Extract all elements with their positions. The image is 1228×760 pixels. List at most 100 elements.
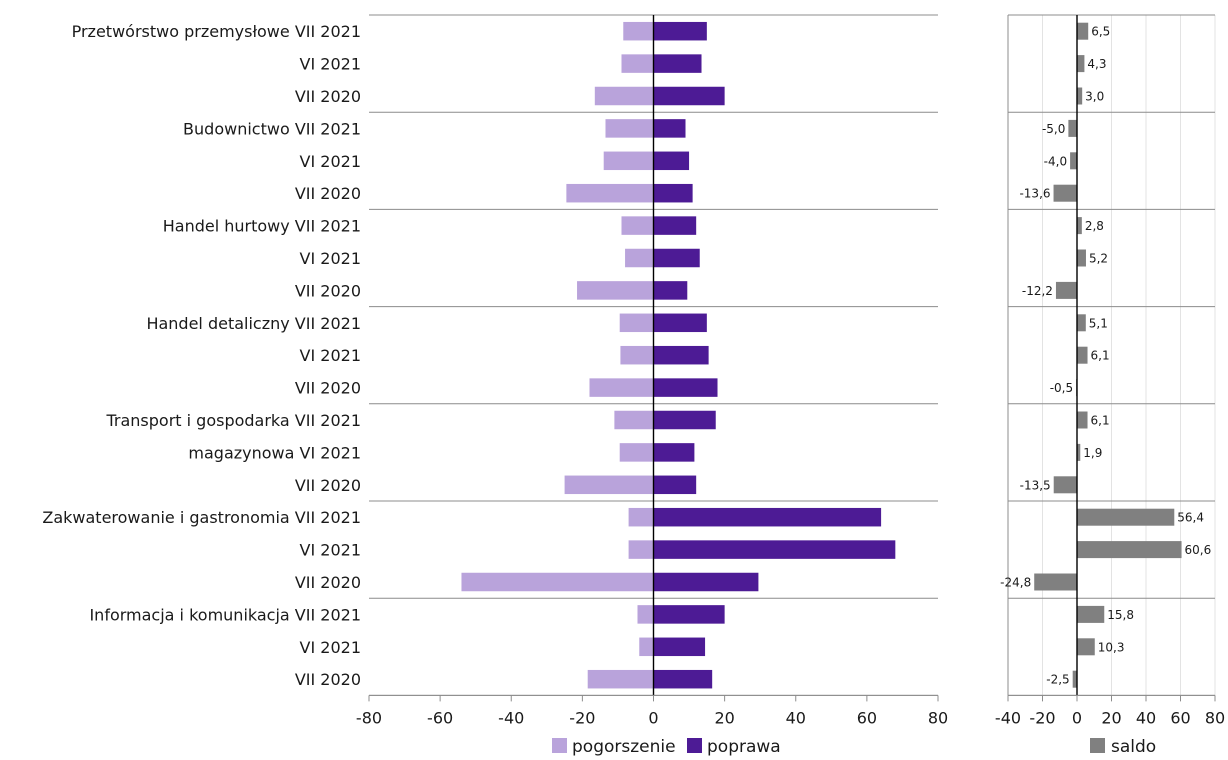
x-tick-label: 80 <box>1205 708 1225 727</box>
bar-poprawa <box>653 248 700 268</box>
x-tick-label: 60 <box>857 708 877 727</box>
category-label: VII 2020 <box>295 379 361 398</box>
category-label: VI 2021 <box>300 249 361 268</box>
data-label: 4,3 <box>1087 57 1106 71</box>
data-label: 3,0 <box>1085 90 1104 104</box>
bar-saldo <box>1055 281 1077 299</box>
bar-pogorszenie <box>577 281 654 300</box>
bar-pogorszenie <box>589 378 654 397</box>
bar-pogorszenie <box>619 443 654 462</box>
bar-pogorszenie <box>594 86 654 106</box>
bar-saldo <box>1070 152 1077 170</box>
bar-saldo <box>1053 476 1077 494</box>
category-label: Zakwaterowanie i gastronomia VII 2021 <box>42 508 361 527</box>
data-label: 6,1 <box>1091 414 1110 428</box>
data-label: 15,8 <box>1107 608 1134 622</box>
bar-saldo <box>1053 184 1077 202</box>
x-tick-label: -20 <box>1029 708 1055 727</box>
legend-swatch <box>1090 738 1105 753</box>
x-tick-label: 80 <box>928 708 948 727</box>
category-label: VII 2020 <box>295 87 361 106</box>
bar-saldo <box>1077 217 1082 235</box>
data-label: -5,0 <box>1042 122 1065 136</box>
bar-pogorszenie <box>614 410 654 430</box>
legend-label: pogorszenie <box>572 737 676 757</box>
bar-poprawa <box>653 86 725 106</box>
bar-pogorszenie <box>620 345 654 365</box>
x-tick-label: -60 <box>427 708 453 727</box>
bar-pogorszenie <box>637 605 654 624</box>
bar-saldo <box>1068 119 1077 137</box>
bar-poprawa <box>653 183 693 203</box>
bar-saldo <box>1077 55 1085 73</box>
data-label: 6,1 <box>1091 349 1110 363</box>
data-label: -4,0 <box>1044 154 1067 168</box>
x-tick-label: 0 <box>1072 708 1082 727</box>
data-label: 5,2 <box>1089 252 1108 266</box>
bar-pogorszenie <box>619 313 654 333</box>
x-tick-label: 0 <box>648 708 658 727</box>
bar-poprawa <box>653 313 707 333</box>
right-chart-panel: 6,5 4,3 3,0 -5,0 -4,0 -13,6 2,8 5,2 -12,2 5,1 6,1 -… <box>995 14 1225 727</box>
x-tick-label: 40 <box>1136 708 1156 727</box>
bar-pogorszenie <box>623 21 654 41</box>
bar-poprawa <box>653 216 697 235</box>
category-label: VII 2020 <box>295 573 361 592</box>
x-tick-label: 40 <box>786 708 806 727</box>
bar-poprawa <box>653 475 697 495</box>
bar-poprawa <box>653 21 707 41</box>
x-tick-label: 20 <box>1101 708 1121 727</box>
bar-pogorszenie <box>621 216 654 235</box>
data-label: 56,4 <box>1177 511 1204 525</box>
bar-poprawa <box>653 54 702 73</box>
category-label: VI 2021 <box>300 541 361 560</box>
bar-poprawa <box>653 345 709 365</box>
bar-saldo <box>1077 605 1105 623</box>
data-label: -24,8 <box>1000 576 1031 590</box>
bar-saldo <box>1034 573 1077 591</box>
bar-poprawa <box>653 507 882 527</box>
bar-poprawa <box>653 443 695 462</box>
bar-saldo <box>1077 87 1083 105</box>
bar-saldo <box>1077 638 1095 656</box>
data-label: 1,9 <box>1083 446 1102 460</box>
bar-pogorszenie <box>566 183 654 203</box>
bar-pogorszenie <box>603 151 654 171</box>
bar-pogorszenie <box>621 54 654 73</box>
bar-poprawa <box>653 637 706 657</box>
data-label: 5,1 <box>1089 316 1108 330</box>
category-label: VII 2020 <box>295 476 361 495</box>
bar-poprawa <box>653 669 713 689</box>
bar-pogorszenie <box>587 669 654 689</box>
category-label: VI 2021 <box>300 346 361 365</box>
data-label: -2,5 <box>1046 673 1069 687</box>
category-label: VI 2021 <box>300 152 361 171</box>
category-label: Transport i gospodarka VII 2021 <box>105 411 361 430</box>
data-label: 60,6 <box>1185 543 1212 557</box>
category-label: Handel detaliczny VII 2021 <box>146 314 361 333</box>
left-chart-panel: Przetwórstwo przemysłowe VII 2021 VI 2021… <box>42 14 948 727</box>
bar-pogorszenie <box>564 475 654 495</box>
bar-poprawa <box>653 572 759 592</box>
bar-saldo <box>1077 443 1081 461</box>
bar-poprawa <box>653 119 686 138</box>
data-label: -12,2 <box>1022 284 1053 298</box>
legend-label: poprawa <box>707 737 781 757</box>
legend-swatch <box>552 738 567 753</box>
category-label: VII 2020 <box>295 670 361 689</box>
bar-saldo <box>1077 411 1088 429</box>
category-label: VI 2021 <box>300 55 361 74</box>
x-tick-label: -40 <box>498 708 524 727</box>
bar-saldo <box>1077 22 1089 40</box>
x-tick-label: -40 <box>995 708 1021 727</box>
category-label: VII 2020 <box>295 184 361 203</box>
bar-saldo <box>1072 670 1077 688</box>
bar-poprawa <box>653 410 716 430</box>
bar-saldo <box>1077 346 1088 364</box>
x-tick-label: -20 <box>569 708 595 727</box>
bar-poprawa <box>653 281 688 300</box>
bar-saldo <box>1077 508 1175 526</box>
category-label: VI 2021 <box>300 638 361 657</box>
bar-pogorszenie <box>625 248 654 268</box>
